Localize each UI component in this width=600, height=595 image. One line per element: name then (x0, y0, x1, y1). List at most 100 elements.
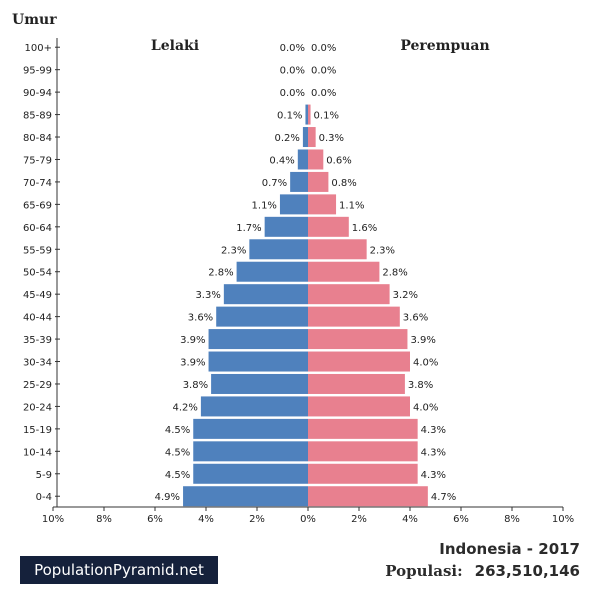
y-tick-label: 65-69 (23, 200, 52, 211)
x-tick-label: 10% (42, 514, 64, 525)
male-value-label: 0.4% (269, 155, 294, 166)
y-tick-label: 90-94 (23, 88, 52, 99)
female-value-label: 2.3% (370, 245, 395, 256)
male-value-label: 3.8% (183, 380, 208, 391)
axes-group: 100+ 95-99 90-94 85-89 80-84 75-79 70-74 65-69 6… (23, 38, 574, 525)
female-value-label: 4.3% (421, 470, 446, 481)
population-label: Populasi: (385, 562, 463, 580)
female-value-label: 1.1% (339, 200, 364, 211)
male-bar (208, 329, 308, 350)
x-tick-label: 4% (402, 514, 418, 525)
x-tick-label: 6% (147, 514, 163, 525)
y-tick-label: 80-84 (23, 133, 52, 144)
male-value-label: 4.5% (165, 470, 190, 481)
bars-group: 0.0% 0.0% 0.0% 0.0% 0.0% 0.0% 0.1% 0.1% 0.2% 0.3%… (155, 43, 456, 507)
female-value-label: 4.3% (421, 447, 446, 458)
male-bar (183, 486, 308, 507)
female-value-label: 0.0% (311, 43, 336, 54)
y-tick-label: 15-19 (23, 425, 52, 436)
y-tick-label: 45-49 (23, 290, 52, 301)
male-value-label: 0.0% (280, 66, 305, 77)
female-value-label: 1.6% (352, 223, 377, 234)
male-value-label: 1.7% (236, 223, 261, 234)
y-tick-label: 85-89 (23, 111, 52, 122)
male-value-label: 4.5% (165, 425, 190, 436)
female-value-label: 0.6% (326, 155, 351, 166)
male-bar (249, 239, 308, 260)
population-value: 263,510,146 (474, 562, 580, 580)
y-tick-label: 30-34 (23, 358, 52, 369)
male-value-label: 0.2% (274, 133, 299, 144)
y-tick-label: 55-59 (23, 245, 52, 256)
female-bar (308, 486, 428, 507)
male-bar (302, 127, 308, 148)
male-bar (223, 284, 308, 305)
female-bar (308, 194, 337, 215)
female-value-label: 4.3% (421, 425, 446, 436)
female-bar (308, 329, 408, 350)
male-value-label: 3.6% (188, 313, 213, 324)
male-value-label: 2.8% (208, 268, 233, 279)
male-value-label: 3.3% (195, 290, 220, 301)
y-axis-label: Umur (12, 12, 57, 28)
male-bar (305, 104, 308, 125)
male-bar (193, 441, 308, 462)
female-bar (308, 239, 367, 260)
female-bar (308, 351, 410, 372)
x-tick-label: 8% (504, 514, 520, 525)
female-bar (308, 127, 316, 148)
male-value-label: 4.5% (165, 447, 190, 458)
country-year-title: Indonesia - 2017 (439, 540, 580, 558)
y-tick-label: 95-99 (23, 66, 52, 77)
male-bar (279, 194, 308, 215)
male-bar (290, 171, 308, 192)
x-tick-label: 2% (249, 514, 265, 525)
female-bar (308, 284, 390, 305)
male-bar (200, 396, 308, 417)
female-bar (308, 171, 329, 192)
y-tick-label: 5-9 (36, 470, 52, 481)
male-value-label: 0.7% (262, 178, 287, 189)
y-tick-label: 0-4 (36, 492, 52, 503)
female-bar (308, 373, 405, 394)
male-bar (216, 306, 308, 327)
y-tick-label: 50-54 (23, 268, 52, 279)
female-bar (308, 306, 400, 327)
y-tick-label: 40-44 (23, 313, 52, 324)
population-line: Populasi: 263,510,146 (385, 562, 580, 580)
male-value-label: 4.9% (155, 492, 180, 503)
y-tick-label: 100+ (25, 43, 52, 54)
female-value-label: 3.6% (403, 313, 428, 324)
male-value-label: 3.9% (180, 335, 205, 346)
x-tick-label: 0% (300, 514, 316, 525)
male-value-label: 3.9% (180, 358, 205, 369)
site-brand-badge[interactable]: PopulationPyramid.net (20, 556, 218, 584)
female-value-label: 0.8% (331, 178, 356, 189)
y-tick-label: 70-74 (23, 178, 52, 189)
female-value-label: 3.8% (408, 380, 433, 391)
y-tick-label: 25-29 (23, 380, 52, 391)
x-tick-label: 2% (351, 514, 367, 525)
male-bar (236, 261, 308, 282)
y-tick-label: 35-39 (23, 335, 52, 346)
male-bar (264, 216, 308, 237)
female-value-label: 2.8% (382, 268, 407, 279)
male-bar (297, 149, 308, 170)
male-value-label: 0.0% (280, 88, 305, 99)
female-value-label: 4.7% (431, 492, 456, 503)
male-value-label: 0.0% (280, 43, 305, 54)
male-bar (193, 418, 308, 439)
female-label: Perempuan (400, 38, 489, 54)
male-bar (208, 351, 308, 372)
female-value-label: 0.3% (319, 133, 344, 144)
male-value-label: 0.1% (277, 111, 302, 122)
x-tick-label: 4% (198, 514, 214, 525)
female-value-label: 3.2% (393, 290, 418, 301)
male-value-label: 1.1% (252, 200, 277, 211)
female-bar (308, 441, 418, 462)
male-value-label: 4.2% (172, 402, 197, 413)
y-tick-label: 10-14 (23, 447, 52, 458)
female-value-label: 0.0% (311, 88, 336, 99)
x-tick-label: 8% (96, 514, 112, 525)
